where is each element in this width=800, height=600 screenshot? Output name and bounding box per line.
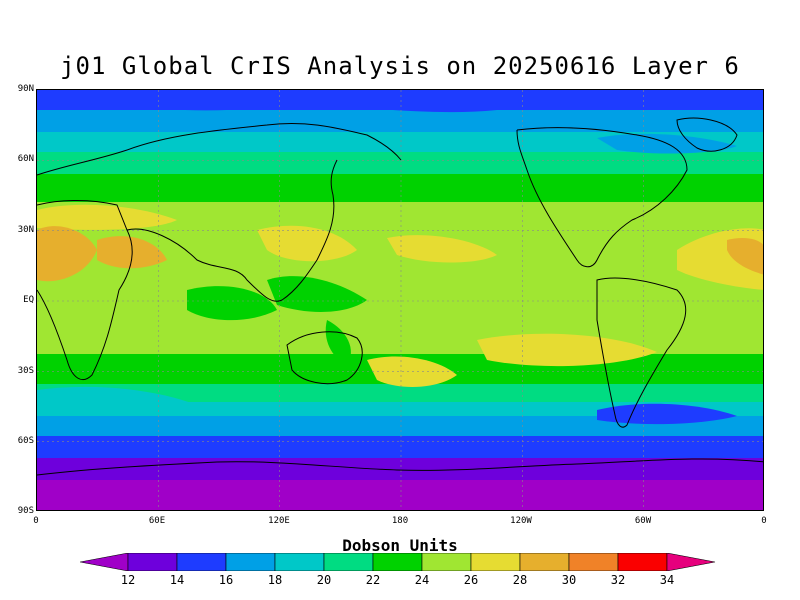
lon-label-60e: 60E [148, 516, 166, 526]
lon-label-180: 180 [391, 516, 409, 526]
colorbar-tick-label: 26 [463, 573, 479, 587]
colorbar-swatch [568, 553, 619, 571]
map-title: j01 Global CrIS Analysis on 20250616 Lay… [60, 52, 740, 80]
colorbar [80, 553, 716, 571]
colorbar-arrow-high [666, 553, 716, 571]
lon-label-120w: 120W [510, 516, 532, 526]
colorbar-tick-label: 30 [561, 573, 577, 587]
colorbar-tick-label: 16 [218, 573, 234, 587]
colorbar-tick-label: 14 [169, 573, 185, 587]
coastlines [37, 117, 763, 476]
colorbar-title: Dobson Units [342, 536, 458, 555]
ozone-map [37, 90, 763, 510]
lon-label-0-east: 0 [761, 516, 767, 526]
colorbar-tick-label: 18 [267, 573, 283, 587]
colorbar-swatch [617, 553, 668, 571]
colorbar-tick-label: 34 [659, 573, 675, 587]
lon-label-0: 0 [33, 516, 39, 526]
colorbar-swatch [421, 553, 472, 571]
lon-label-60w: 60W [634, 516, 652, 526]
map-grid [37, 90, 763, 510]
colorbar-tick-label: 20 [316, 573, 332, 587]
lat-label-eq: EQ [23, 295, 34, 305]
colorbar-arrow-low [80, 553, 129, 571]
lat-label-90s: 90S [17, 506, 34, 516]
colorbar-swatch [323, 553, 374, 571]
colorbar-tick-label: 12 [120, 573, 136, 587]
colorbar-swatch [225, 553, 276, 571]
colorbar-tick-label: 22 [365, 573, 381, 587]
colorbar-swatch [372, 553, 423, 571]
colorbar-tick-label: 32 [610, 573, 626, 587]
lat-label-30s: 30S [17, 366, 34, 376]
lat-label-60n: 60N [17, 154, 34, 164]
lat-label-60s: 60S [17, 436, 34, 446]
colorbar-tick-label: 28 [512, 573, 528, 587]
colorbar-tick-label: 24 [414, 573, 430, 587]
colorbar-swatch [274, 553, 325, 571]
lat-label-90n: 90N [17, 84, 34, 94]
map-plot-area [36, 89, 764, 511]
colorbar-swatch [176, 553, 227, 571]
lon-label-120e: 120E [268, 516, 290, 526]
colorbar-swatch [470, 553, 521, 571]
lat-label-30n: 30N [17, 225, 34, 235]
colorbar-swatch [519, 553, 570, 571]
colorbar-swatch [127, 553, 178, 571]
